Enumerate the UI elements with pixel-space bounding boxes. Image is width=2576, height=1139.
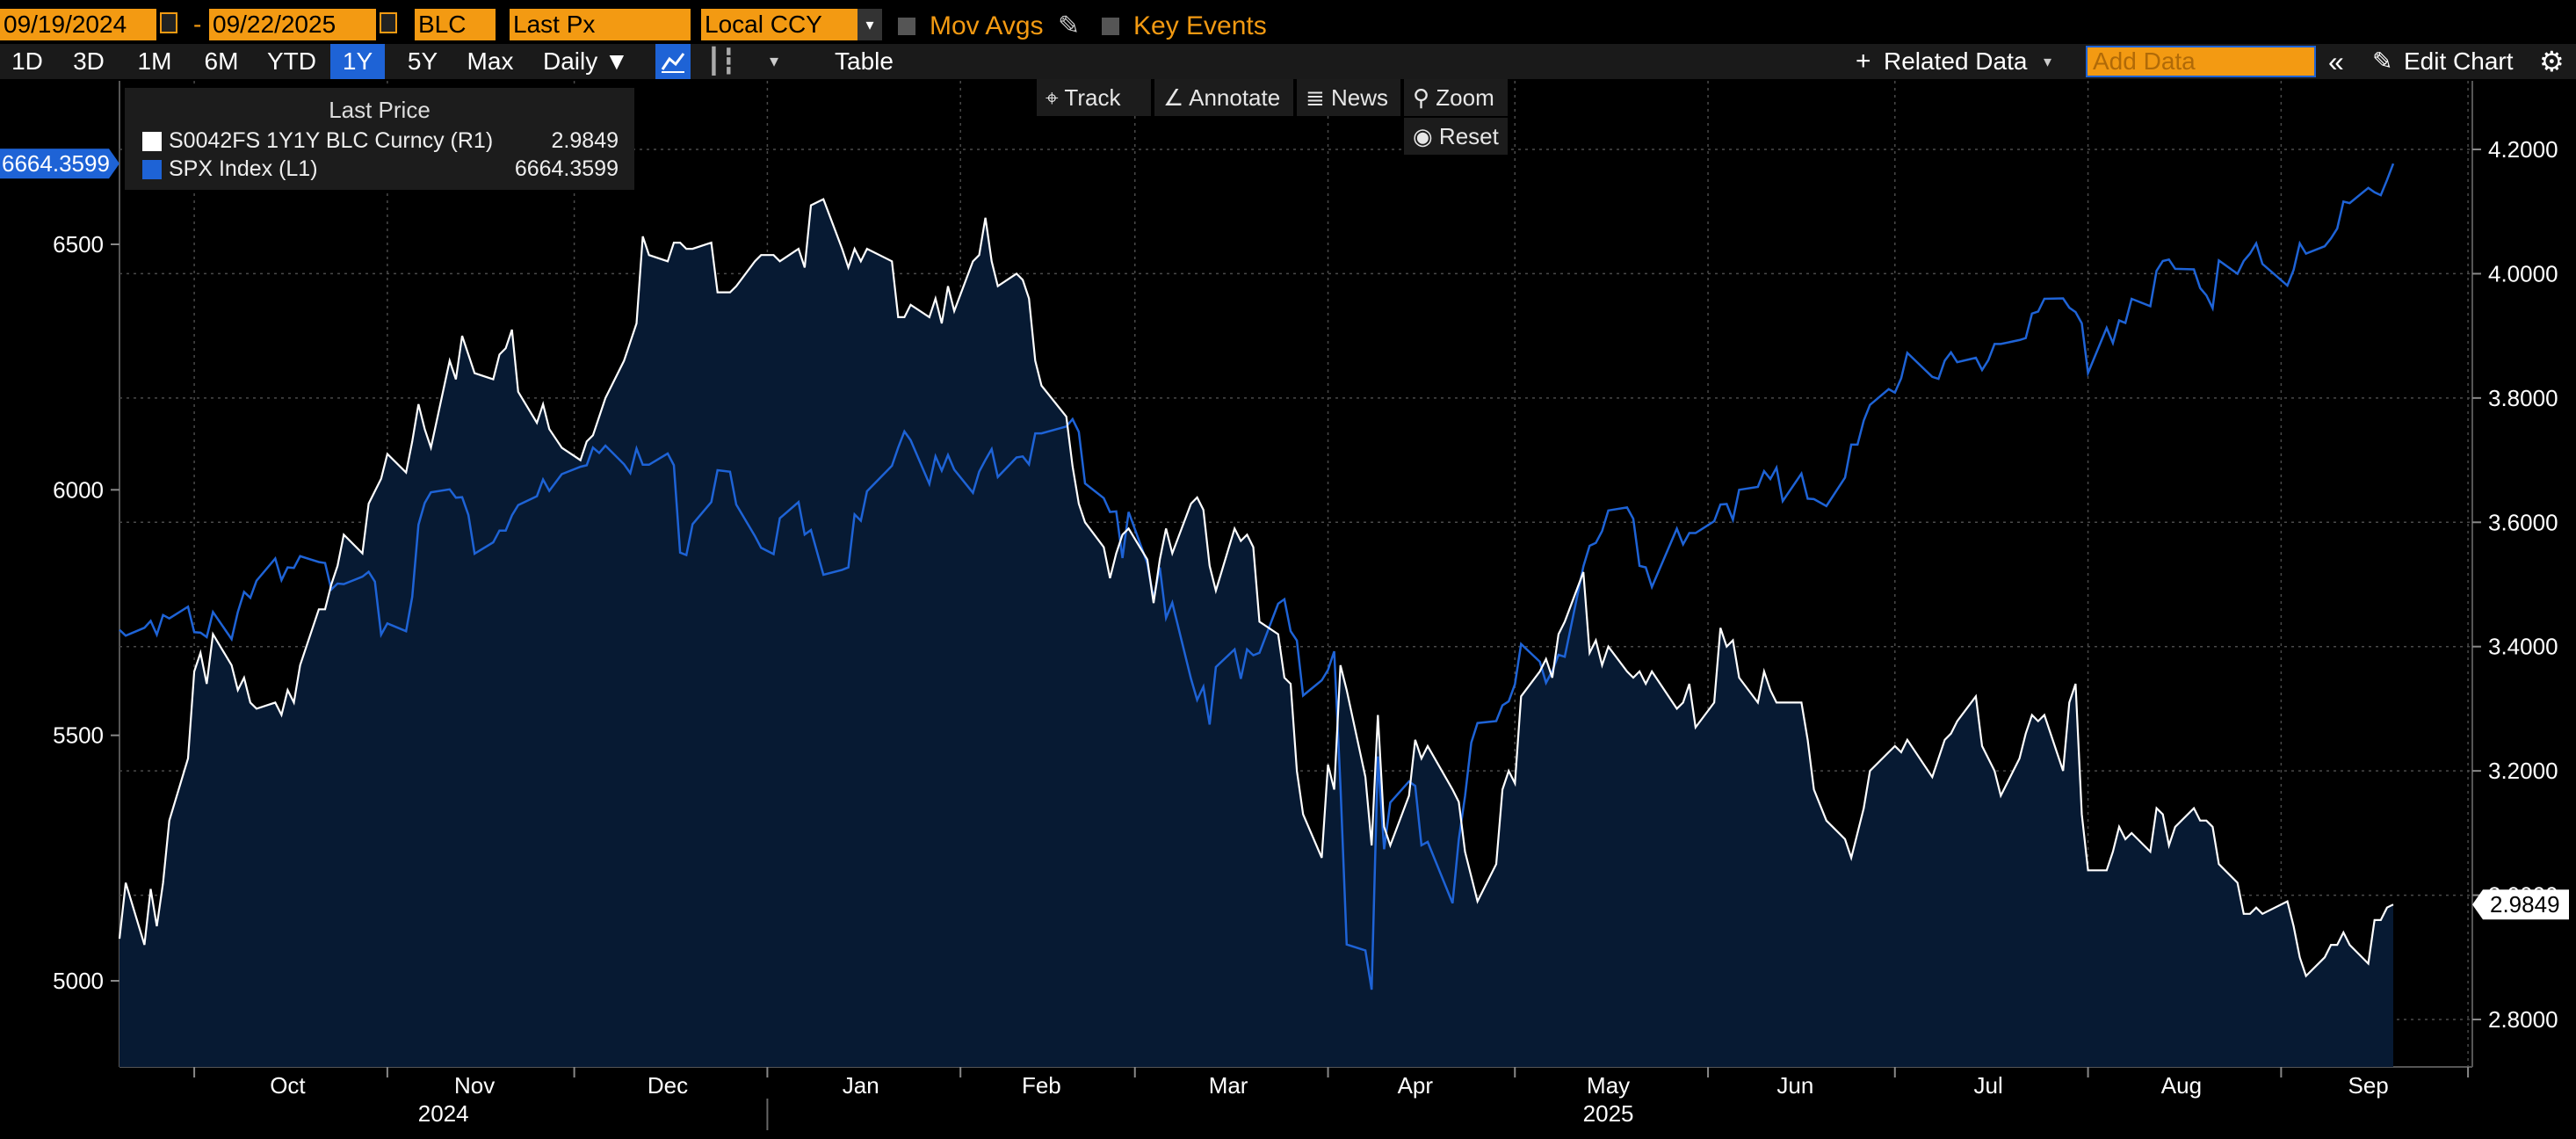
month-label: Jan bbox=[843, 1072, 879, 1099]
last-value-label-right: 2.9849 bbox=[2490, 891, 2560, 918]
year-label: 2024 bbox=[418, 1100, 469, 1127]
last-value-tag-right bbox=[2472, 889, 2569, 920]
legend-series-value: 6664.3599 bbox=[514, 156, 619, 181]
month-label: May bbox=[1587, 1072, 1630, 1099]
month-label: Apr bbox=[1398, 1072, 1434, 1099]
track-label: Track bbox=[1064, 84, 1121, 111]
calendar-icon[interactable] bbox=[160, 12, 177, 33]
zoom-label: Zoom bbox=[1436, 84, 1494, 111]
range-button-1y[interactable]: 1Y bbox=[330, 44, 385, 79]
range-button-1m[interactable]: 1M bbox=[137, 47, 172, 75]
range-button-6m[interactable]: 6M bbox=[204, 47, 239, 75]
left-tick-label: 5000 bbox=[53, 968, 104, 994]
field-selector[interactable]: Last Px bbox=[510, 9, 691, 40]
series-line-s0042fs bbox=[118, 198, 2394, 978]
reset-label: Reset bbox=[1438, 123, 1499, 149]
collapse-icon[interactable]: « bbox=[2328, 46, 2344, 77]
range-button-1d[interactable]: 1D bbox=[11, 47, 43, 75]
right-tick-label: 3.4000 bbox=[2488, 634, 2558, 660]
pencil-icon[interactable]: ✎ bbox=[1058, 11, 1081, 40]
right-tick-label: 3.6000 bbox=[2488, 509, 2558, 535]
month-label: Dec bbox=[648, 1072, 688, 1099]
source-field[interactable]: BLC bbox=[415, 9, 496, 40]
pencil-icon[interactable]: ✎ bbox=[2372, 47, 2393, 75]
legend-series-name: S0042FS 1Y1Y BLC Curncy (R1) bbox=[169, 128, 494, 153]
track-button[interactable]: ⌖ Track bbox=[1037, 79, 1151, 116]
line-chart-icon[interactable] bbox=[655, 44, 691, 79]
left-tick-label: 5500 bbox=[53, 722, 104, 749]
range-button-5y[interactable]: 5Y bbox=[407, 47, 438, 75]
date-separator: - bbox=[193, 11, 202, 38]
related-data-dropdown-icon[interactable]: ▾ bbox=[2044, 53, 2052, 70]
news-button[interactable]: ≣ News bbox=[1297, 79, 1400, 116]
currency-selector[interactable]: Local CCY bbox=[701, 9, 859, 40]
series-line-spx bbox=[119, 163, 2395, 990]
last-value-tag-arrow bbox=[109, 149, 119, 179]
left-tick-label: 6500 bbox=[53, 231, 104, 258]
radio-icon: ◉ bbox=[1413, 123, 1439, 149]
right-tick-label: 4.0000 bbox=[2488, 260, 2558, 287]
last-value-tag-left bbox=[0, 149, 109, 179]
edit-chart-button[interactable]: Edit Chart bbox=[2404, 47, 2514, 75]
month-label: Oct bbox=[270, 1072, 306, 1099]
end-date-field[interactable]: 09/22/2025 bbox=[209, 9, 376, 40]
news-icon: ≣ bbox=[1306, 84, 1332, 111]
range-button-max[interactable]: Max bbox=[467, 47, 514, 75]
legend-series-value: 2.9849 bbox=[551, 128, 619, 153]
currency-dropdown-arrow[interactable]: ▾ bbox=[857, 9, 882, 40]
table-button[interactable]: Table bbox=[835, 47, 894, 75]
month-label: Nov bbox=[454, 1072, 495, 1099]
plus-icon[interactable]: + bbox=[1856, 47, 1871, 76]
right-tick-label: 2.8000 bbox=[2488, 1006, 2558, 1033]
news-label: News bbox=[1331, 84, 1389, 111]
series-area-s0042fs bbox=[119, 199, 2393, 1068]
calendar-icon[interactable] bbox=[380, 12, 397, 33]
add-data-input[interactable]: Add Data bbox=[2086, 46, 2316, 77]
legend-series-name: SPX Index (L1) bbox=[169, 156, 318, 181]
chart-type-dropdown-icon[interactable]: ▾ bbox=[770, 52, 779, 71]
start-date-field[interactable]: 09/19/2024 bbox=[0, 9, 156, 40]
month-label: Jul bbox=[1973, 1072, 2002, 1099]
right-tick-label: 3.8000 bbox=[2488, 385, 2558, 411]
legend-swatch bbox=[142, 160, 162, 179]
month-label: Aug bbox=[2161, 1072, 2202, 1099]
key-events-label[interactable]: Key Events bbox=[1133, 11, 1267, 40]
key-events-checkbox[interactable] bbox=[1102, 18, 1119, 35]
ruler-icon: ∠ bbox=[1163, 84, 1190, 111]
frequency-selector[interactable]: Daily ▼ bbox=[543, 47, 629, 75]
last-value-label-left: 6664.3599 bbox=[2, 150, 110, 177]
zoom-button[interactable]: ⚲ Zoom bbox=[1404, 79, 1508, 116]
mov-avgs-checkbox[interactable] bbox=[898, 18, 915, 35]
gear-icon[interactable]: ⚙ bbox=[2539, 46, 2565, 77]
legend-swatch bbox=[142, 132, 162, 151]
annotate-label: Annotate bbox=[1189, 84, 1281, 111]
reset-button[interactable]: ◉ Reset bbox=[1404, 118, 1508, 155]
month-label: Sep bbox=[2348, 1072, 2389, 1099]
year-label: 2025 bbox=[1583, 1100, 1634, 1127]
magnifier-icon: ⚲ bbox=[1413, 84, 1436, 111]
range-button-ytd[interactable]: YTD bbox=[267, 47, 316, 75]
month-label: Mar bbox=[1209, 1072, 1248, 1099]
chart-legend: Last Price S0042FS 1Y1Y BLC Curncy (R1) … bbox=[125, 88, 634, 190]
annotate-button[interactable]: ∠ Annotate bbox=[1154, 79, 1293, 116]
right-tick-label: 3.2000 bbox=[2488, 758, 2558, 784]
left-tick-label: 6000 bbox=[53, 476, 104, 503]
month-label: Feb bbox=[1022, 1072, 1061, 1099]
related-data-button[interactable]: Related Data bbox=[1884, 47, 2028, 75]
crosshair-icon: ⌖ bbox=[1046, 84, 1065, 111]
mov-avgs-label[interactable]: Mov Avgs bbox=[930, 11, 1044, 40]
candlestick-icon[interactable]: ┃┇ bbox=[706, 47, 736, 75]
legend-header: Last Price bbox=[329, 97, 431, 123]
right-tick-label: 4.2000 bbox=[2488, 136, 2558, 163]
range-button-3d[interactable]: 3D bbox=[73, 47, 105, 75]
month-label: Jun bbox=[1776, 1072, 1813, 1099]
